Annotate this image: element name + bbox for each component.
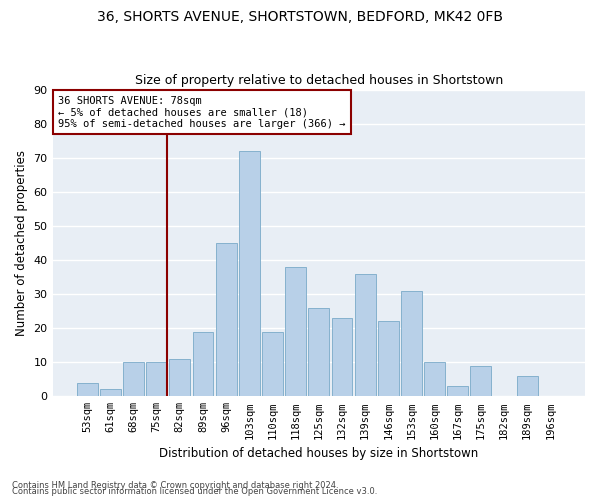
Bar (378, 322, 398, 396)
Text: 36, SHORTS AVENUE, SHORTSTOWN, BEDFORD, MK42 0FB: 36, SHORTS AVENUE, SHORTSTOWN, BEDFORD, … (97, 10, 503, 24)
Text: Contains HM Land Registry data © Crown copyright and database right 2024.: Contains HM Land Registry data © Crown c… (12, 481, 338, 490)
Bar (169, 359, 190, 397)
Bar (77, 382, 98, 396)
Bar (448, 386, 468, 396)
Bar (355, 274, 376, 396)
Bar (100, 390, 121, 396)
Text: Contains public sector information licensed under the Open Government Licence v3: Contains public sector information licen… (12, 488, 377, 496)
Bar (308, 308, 329, 396)
Bar (401, 290, 422, 397)
Bar (262, 332, 283, 396)
Bar (146, 362, 167, 396)
Text: 36 SHORTS AVENUE: 78sqm
← 5% of detached houses are smaller (18)
95% of semi-det: 36 SHORTS AVENUE: 78sqm ← 5% of detached… (58, 96, 346, 129)
Bar (517, 376, 538, 396)
Bar (123, 362, 144, 396)
Bar (193, 332, 214, 396)
X-axis label: Distribution of detached houses by size in Shortstown: Distribution of detached houses by size … (159, 447, 478, 460)
Bar (239, 151, 260, 396)
Bar (470, 366, 491, 396)
Bar (285, 267, 306, 396)
Bar (424, 362, 445, 396)
Bar (332, 318, 352, 396)
Bar (216, 243, 236, 396)
Y-axis label: Number of detached properties: Number of detached properties (15, 150, 28, 336)
Title: Size of property relative to detached houses in Shortstown: Size of property relative to detached ho… (134, 74, 503, 87)
